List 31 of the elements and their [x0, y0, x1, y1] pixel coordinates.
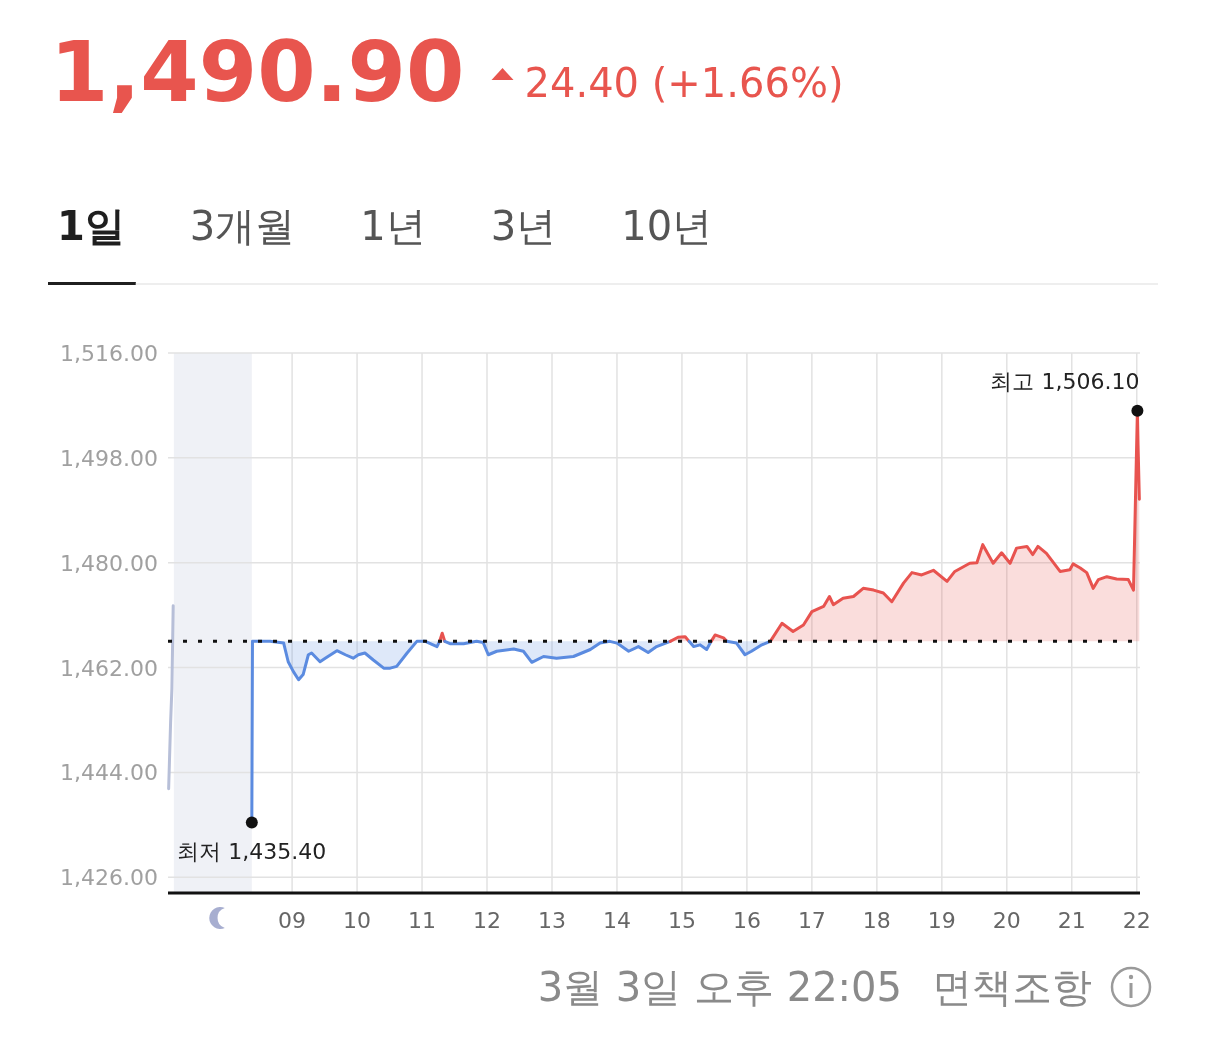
annotation: 최고 1,506.10: [990, 368, 1140, 394]
x-tick-label: 17: [797, 908, 826, 933]
x-tick-label: 16: [732, 908, 761, 933]
text: 3월 3일 오후 22:05: [537, 964, 902, 1010]
x-tick-label: 13: [537, 908, 566, 933]
y-tick-label: 1,444.00: [60, 760, 158, 786]
y-tick-label: 1,426.00: [60, 865, 158, 891]
y-tick-label: 1,498.00: [60, 445, 158, 471]
text: 10년: [621, 203, 713, 249]
y-tick-label: 1,516.00: [60, 341, 158, 366]
x-tick-label: 11: [408, 908, 437, 933]
x-tick-label: 20: [992, 908, 1021, 933]
x-tick-label: 15: [667, 908, 696, 933]
x-tick-label: 09: [278, 908, 307, 933]
x-tick-label: 14: [602, 908, 631, 933]
annotation: 최저 1,435.40: [177, 838, 327, 864]
text: 3년: [490, 203, 557, 249]
y-tick-label: 1,480.00: [60, 550, 158, 576]
text: 1일: [57, 203, 125, 249]
x-tick-label: 18: [862, 908, 891, 933]
x-tick-label: 12: [473, 908, 502, 933]
chart-title: 1,490.90: [50, 23, 465, 121]
text: 면책조항: [932, 964, 1092, 1010]
x-tick-label: 22: [1122, 908, 1151, 933]
text: 3개월: [189, 203, 296, 249]
x-tick-label: 19: [927, 908, 956, 933]
text: 1년: [360, 203, 426, 249]
chart-subtitle: 24.40 (+1.66%): [524, 60, 844, 106]
x-tick-label: 10: [343, 908, 372, 933]
y-tick-label: 1,462.00: [60, 655, 158, 681]
x-tick-label: 21: [1057, 908, 1086, 933]
